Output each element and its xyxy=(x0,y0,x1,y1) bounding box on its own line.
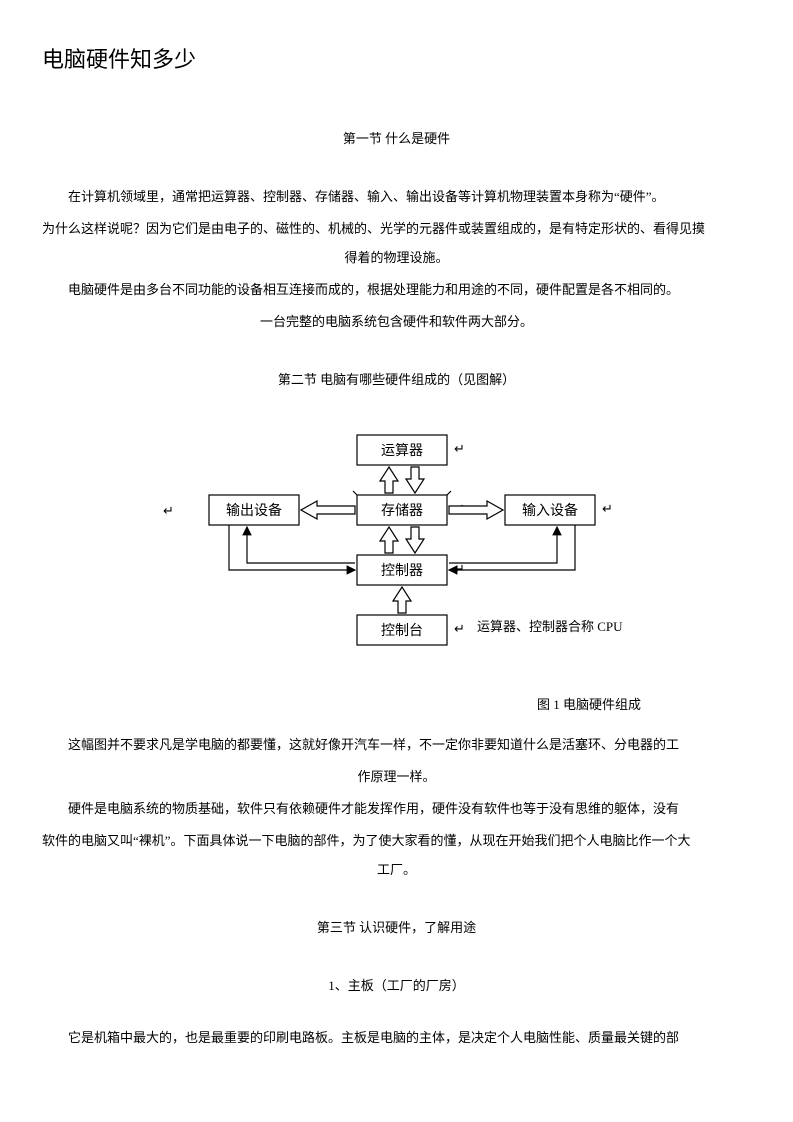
s1-p1-line1: 在计算机领域里，通常把运算器、控制器、存储器、输入、输出设备等计算机物理装置本身… xyxy=(68,189,665,204)
s2-p2-line2: 软件的电脑又叫“裸机”。下面具体说一下电脑的部件，为了使大家看的懂，从现在开始我… xyxy=(42,826,751,856)
s1-p2-line2: 一台完整的电脑系统包含硬件和软件两大部分。 xyxy=(42,307,751,337)
svg-text:输出设备: 输出设备 xyxy=(226,502,282,519)
arrow-memory-control xyxy=(380,527,424,553)
svg-text:↵: ↵ xyxy=(454,621,465,636)
node-console: 控制台 ↵ xyxy=(357,615,465,645)
svg-text:控制台: 控制台 xyxy=(381,623,423,639)
s2-p2-line3: 工厂。 xyxy=(42,855,751,885)
section1-paragraph2: 电脑硬件是由多台不同功能的设备相互连接而成的，根据处理能力和用途的不同，硬件配置… xyxy=(42,275,751,305)
s2-p1-line2: 作原理一样。 xyxy=(42,762,751,792)
svg-text:输入设备: 输入设备 xyxy=(522,502,578,519)
svg-text:↵: ↵ xyxy=(602,501,613,516)
section3-sub1-title: 1、主板（工厂的厂房） xyxy=(42,971,751,1001)
section3-heading: 第三节 认识硬件，了解用途 xyxy=(42,913,751,943)
svg-text:运算器: 运算器 xyxy=(381,443,423,459)
svg-text:存储器: 存储器 xyxy=(381,503,423,519)
page-title: 电脑硬件知多少 xyxy=(42,45,751,76)
figure1-caption: 图 1 电脑硬件组成 xyxy=(42,690,751,720)
s1-p1-line2: 为什么这样说呢？因为它们是由电子的、磁性的、机械的、光学的元器件或装置组成的，是… xyxy=(42,214,751,244)
section3-sub1-paragraph1: 它是机箱中最大的，也是最重要的印刷电路板。主板是电脑的主体，是决定个人电脑性能、… xyxy=(42,1023,751,1053)
cpu-annotation: 运算器、控制器合称 CPU xyxy=(477,619,623,634)
node-control: 控制器 ↵ xyxy=(357,555,465,585)
arrow-console-control xyxy=(393,587,411,613)
node-alu: 运算器 ↵ xyxy=(357,435,465,465)
s1-p1-line3: 得着的物理设施。 xyxy=(42,243,751,273)
margin-marker: ↵ xyxy=(163,503,174,518)
hardware-diagram: ↵ 运算器 ↵ 输出设备 ↵ 存储器 ↵ 输入设备 ↵ 控制器 ↵ xyxy=(157,423,637,658)
section2-paragraph1: 这幅图并不要求凡是学电脑的都要懂，这就好像开汽车一样，不一定你非要知道什么是活塞… xyxy=(42,730,751,760)
section2-heading: 第二节 电脑有哪些硬件组成的（见图解） xyxy=(42,365,751,395)
node-input: 输入设备 ↵ xyxy=(505,495,613,525)
svg-text:控制器: 控制器 xyxy=(381,563,423,579)
section1-paragraph1: 在计算机领域里，通常把运算器、控制器、存储器、输入、输出设备等计算机物理装置本身… xyxy=(42,182,751,212)
section2-paragraph2: 硬件是电脑系统的物质基础，软件只有依赖硬件才能发挥作用，硬件没有软件也等于没有思… xyxy=(42,794,751,824)
svg-text:↵: ↵ xyxy=(454,441,465,456)
section1-heading: 第一节 什么是硬件 xyxy=(42,124,751,154)
arrow-alu-memory xyxy=(380,467,424,493)
